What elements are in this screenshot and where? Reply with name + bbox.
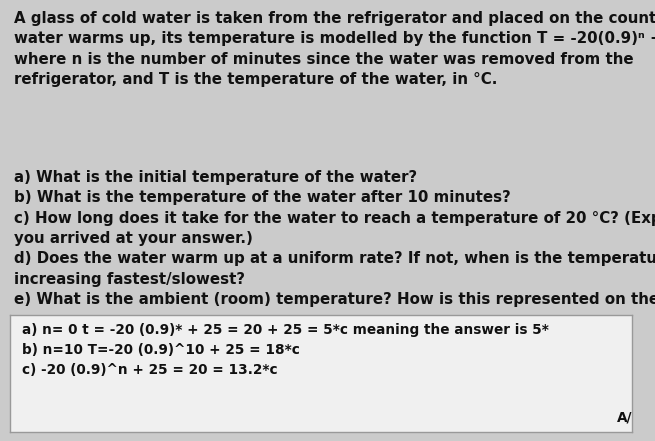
Text: A glass of cold water is taken from the refrigerator and placed on the counter. : A glass of cold water is taken from the …	[14, 11, 655, 87]
Text: A/: A/	[616, 410, 632, 424]
Text: a) n= 0 t = -20 (0.9)* + 25 = 20 + 25 = 5*c meaning the answer is 5*
b) n=10 T=-: a) n= 0 t = -20 (0.9)* + 25 = 20 + 25 = …	[22, 323, 548, 377]
Text: a) What is the initial temperature of the water?
b) What is the temperature of t: a) What is the initial temperature of th…	[14, 170, 655, 307]
